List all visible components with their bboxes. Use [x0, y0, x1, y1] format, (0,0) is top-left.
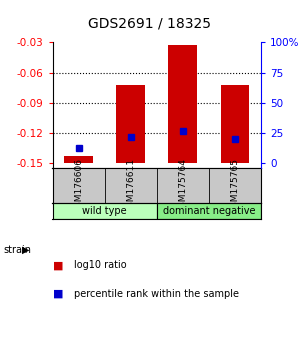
- Text: GSM175764: GSM175764: [178, 158, 187, 213]
- Text: log10 ratio: log10 ratio: [74, 261, 126, 270]
- Bar: [116, 85, 145, 163]
- Text: strain: strain: [3, 245, 31, 255]
- Text: ■: ■: [52, 289, 63, 299]
- Bar: [169, 46, 197, 163]
- Bar: [52, 203, 157, 219]
- Text: dominant negative: dominant negative: [163, 206, 255, 216]
- Text: GSM175765: GSM175765: [230, 158, 239, 213]
- Text: GSM176606: GSM176606: [74, 158, 83, 213]
- Bar: [220, 85, 249, 163]
- Text: ■: ■: [52, 261, 63, 270]
- Text: GDS2691 / 18325: GDS2691 / 18325: [88, 16, 212, 30]
- Bar: [157, 203, 261, 219]
- Text: ▶: ▶: [22, 245, 29, 255]
- Bar: [64, 156, 93, 163]
- Text: percentile rank within the sample: percentile rank within the sample: [74, 289, 238, 299]
- Text: wild type: wild type: [82, 206, 127, 216]
- Text: GSM176611: GSM176611: [126, 158, 135, 213]
